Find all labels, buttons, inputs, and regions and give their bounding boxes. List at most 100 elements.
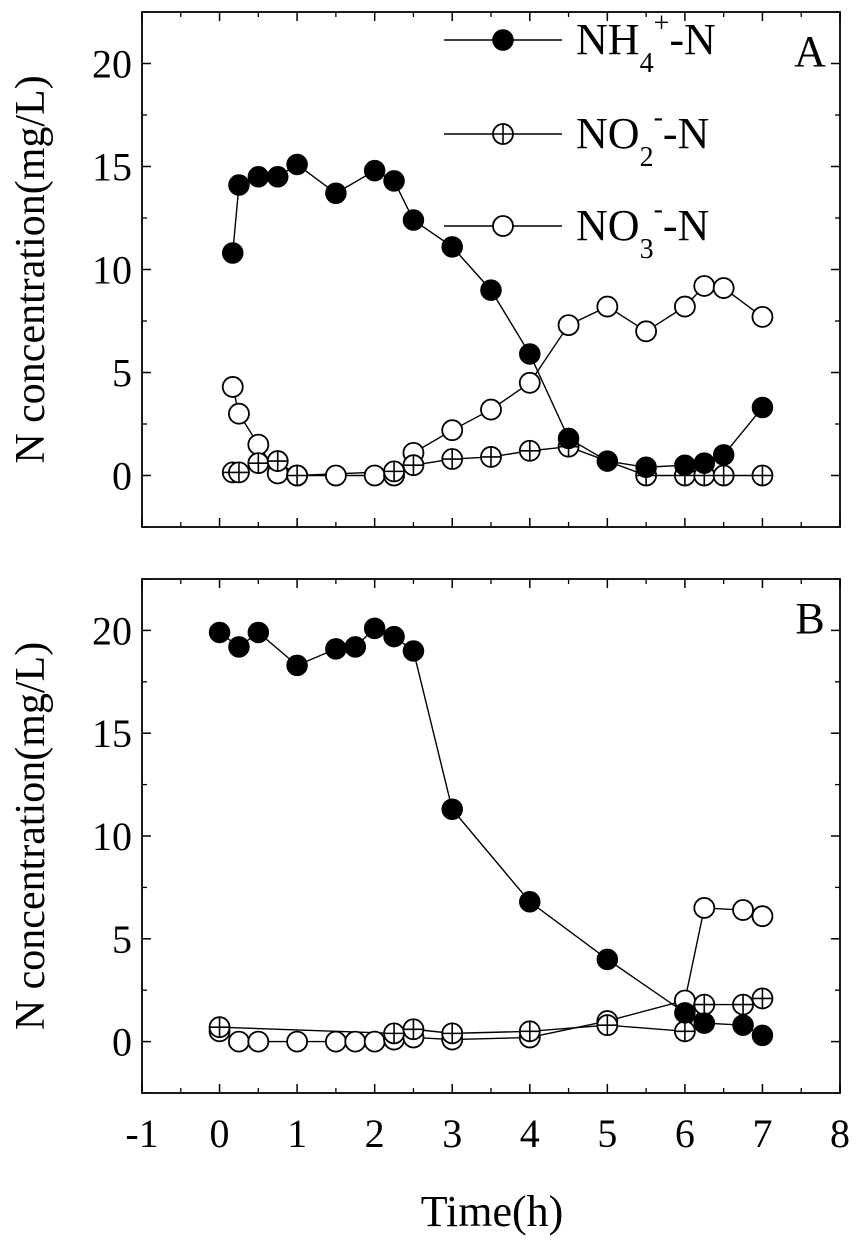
data-point-b-1-6	[673, 1020, 696, 1043]
legend-tail-0: -N	[669, 15, 715, 64]
y-tick-label-b-1: 5	[112, 917, 132, 962]
data-point-a-0-17	[712, 444, 735, 466]
data-point-a-0-6	[363, 159, 386, 182]
data-point-a-0-15	[674, 454, 696, 476]
data-point-a-2-2	[247, 433, 270, 456]
legend-main-1: NO	[576, 109, 640, 158]
y-tick-label-b-3: 15	[92, 711, 132, 756]
data-point-a-2-5	[324, 464, 347, 487]
x-tick-label-4: 3	[442, 1111, 462, 1156]
data-point-a-0-0-dot	[221, 242, 244, 264]
data-point-a-0-14	[635, 456, 657, 479]
legend-sup-0: +	[654, 8, 670, 39]
data-point-a-0-3-dot	[266, 166, 289, 188]
data-point-a-2-2-dot	[247, 433, 270, 456]
data-point-b-2-6-dot	[363, 1030, 386, 1053]
data-point-b-0-12-dot	[674, 1002, 696, 1024]
y-tick-label-a-0: 0	[112, 454, 132, 499]
data-point-a-2-10	[480, 398, 502, 421]
data-point-b-2-4	[324, 1030, 347, 1053]
data-point-b-0-2-dot	[247, 621, 270, 644]
legend-marker-1	[492, 123, 514, 145]
legend-sub-1: 2	[640, 142, 654, 173]
data-point-b-1-7	[693, 993, 716, 1016]
data-point-a-1-15	[751, 464, 774, 487]
data-point-a-0-6-dot	[363, 159, 386, 182]
data-point-b-2-2-dot	[247, 1030, 270, 1053]
data-point-a-0-5	[325, 182, 347, 205]
data-point-a-0-4-dot	[286, 153, 308, 176]
data-point-b-1-8	[732, 993, 754, 1016]
data-point-b-1-5	[596, 1014, 619, 1037]
data-point-b-0-11	[596, 948, 619, 971]
data-point-a-2-16	[693, 275, 716, 297]
data-point-b-2-15	[751, 905, 774, 928]
x-tick-label-2: 1	[287, 1111, 307, 1156]
data-point-a-2-13	[596, 295, 619, 318]
data-point-b-2-5	[344, 1030, 367, 1053]
data-point-a-0-8-dot	[402, 209, 425, 231]
data-point-a-2-12	[557, 314, 580, 337]
data-point-b-0-12	[674, 1002, 696, 1024]
data-point-a-2-14-dot	[635, 320, 658, 343]
data-point-a-2-18-dot	[751, 305, 774, 328]
data-point-b-0-13	[693, 1012, 716, 1034]
data-point-a-2-11-dot	[518, 371, 541, 394]
data-point-a-1-8	[480, 446, 502, 468]
data-point-a-1-9	[518, 439, 541, 462]
data-point-b-0-6-dot	[363, 617, 386, 640]
data-point-b-0-4	[325, 638, 347, 660]
data-point-a-2-15	[673, 295, 696, 318]
data-point-a-0-11	[519, 343, 541, 365]
data-point-b-2-13	[693, 897, 716, 919]
data-point-a-1-4	[286, 464, 309, 487]
legend-label-0: NH4+-N	[576, 8, 716, 79]
data-point-a-2-17	[712, 277, 735, 299]
data-point-b-0-13-dot	[693, 1012, 716, 1034]
data-point-a-0-14-dot	[635, 456, 657, 479]
data-point-a-2-9-dot	[441, 419, 464, 442]
data-point-a-0-9	[441, 236, 463, 258]
data-point-a-0-7	[383, 170, 405, 192]
x-tick-label-6: 5	[597, 1111, 617, 1156]
data-point-b-2-14-dot	[732, 899, 754, 921]
data-point-a-0-1-dot	[228, 174, 250, 196]
x-tick-label-8: 7	[752, 1111, 772, 1156]
y-tick-label-b-4: 20	[92, 608, 132, 653]
data-point-a-0-17-dot	[712, 444, 735, 466]
data-point-a-2-15-dot	[673, 295, 696, 318]
data-point-a-0-15-dot	[674, 454, 696, 476]
x-tick-label-1: 0	[210, 1111, 230, 1156]
data-point-a-0-12	[557, 427, 580, 450]
y-axis-label-a: N concentration(mg/L)	[8, 75, 54, 463]
data-point-a-0-7-dot	[383, 170, 405, 192]
data-point-a-1-5	[383, 460, 405, 483]
data-point-b-0-5-dot	[344, 636, 367, 658]
data-point-a-0-0	[221, 242, 244, 264]
x-tick-label-0: -1	[125, 1111, 158, 1156]
data-point-b-1-2	[402, 1018, 425, 1041]
data-point-b-0-6	[363, 617, 386, 640]
data-point-b-0-14	[732, 1014, 754, 1036]
data-point-a-2-9	[441, 419, 464, 442]
data-point-b-0-7	[383, 625, 405, 648]
data-point-a-2-12-dot	[557, 314, 580, 337]
data-point-b-1-9	[751, 987, 774, 1010]
data-point-a-1-1	[228, 461, 250, 484]
legend-main-0: NH	[576, 15, 640, 64]
panel-label-b: B	[795, 594, 824, 643]
data-point-a-0-4	[286, 153, 308, 176]
data-point-b-0-14-dot	[732, 1014, 754, 1036]
x-tick-label-5: 4	[520, 1111, 540, 1156]
y-tick-label-b-0: 0	[112, 1020, 132, 1065]
data-point-a-0-10-dot	[480, 279, 502, 301]
data-point-b-1-4	[518, 1020, 541, 1043]
data-point-a-0-12-dot	[557, 427, 580, 450]
data-point-b-0-15-dot	[751, 1024, 774, 1047]
data-point-b-2-2	[247, 1030, 270, 1053]
data-point-b-2-1	[228, 1030, 250, 1053]
data-point-b-0-2	[247, 621, 270, 644]
data-point-b-2-4-dot	[324, 1030, 347, 1053]
data-point-a-2-11	[518, 371, 541, 394]
